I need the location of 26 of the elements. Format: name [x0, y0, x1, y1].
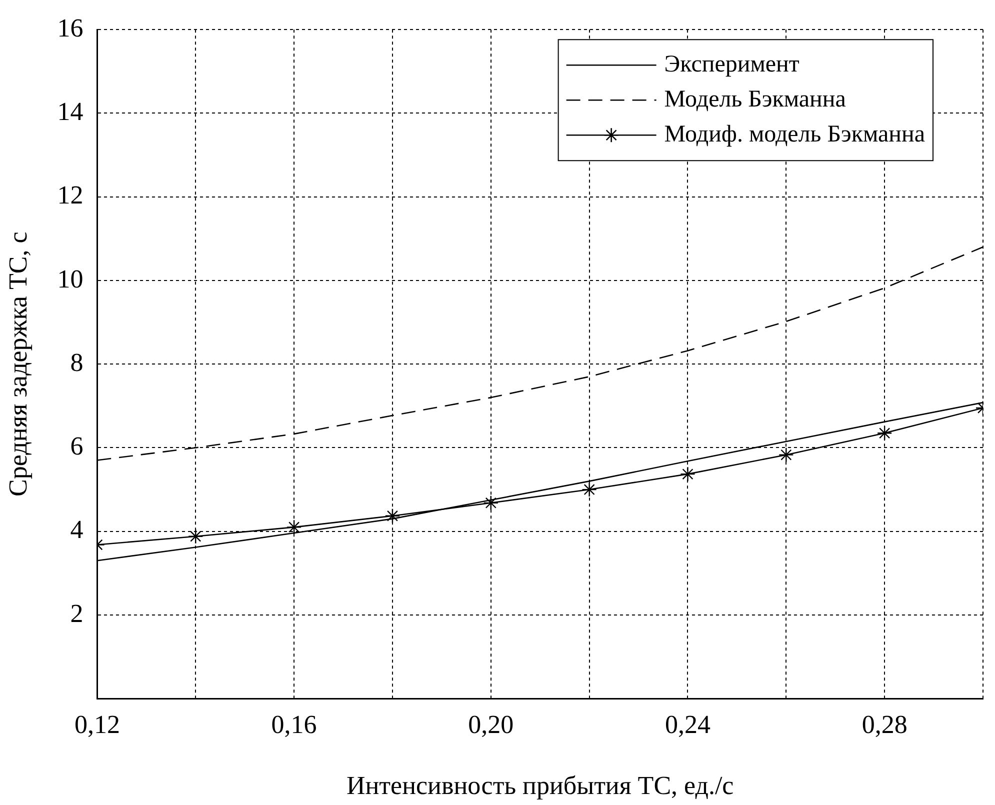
point	[483, 495, 498, 511]
legend-label: Эксперимент	[664, 51, 800, 78]
y-tick-label: 6	[70, 432, 84, 461]
y-tick-label: 8	[70, 348, 84, 377]
y-tick-label: 14	[57, 97, 84, 126]
legend-label: Модиф. модель Бэкманна	[664, 121, 926, 148]
point	[778, 447, 794, 462]
point	[384, 508, 400, 524]
point	[876, 425, 892, 441]
point	[188, 528, 204, 544]
x-tick-label: 0,16	[271, 710, 317, 740]
point	[582, 482, 597, 498]
x-tick-label: 0,20	[468, 710, 514, 740]
x-tick-label: 0,24	[664, 710, 710, 740]
y-tick-label: 12	[57, 180, 84, 210]
y-tick-label: 10	[57, 264, 84, 294]
y-tick-label: 2	[70, 598, 84, 628]
x-tick-label: 0,12	[74, 710, 120, 740]
y-tick-label: 4	[70, 515, 84, 544]
y-axis-title: Средняя задержка ТС, с	[3, 232, 32, 496]
y-tick-label: 16	[57, 13, 84, 42]
x-tick-label: 0,28	[862, 710, 908, 740]
point	[680, 466, 696, 482]
point	[286, 520, 302, 535]
legend-label: Модель Бэкманна	[664, 86, 846, 112]
x-axis-title: Интенсивность прибытия ТС, ед./с	[346, 771, 734, 800]
